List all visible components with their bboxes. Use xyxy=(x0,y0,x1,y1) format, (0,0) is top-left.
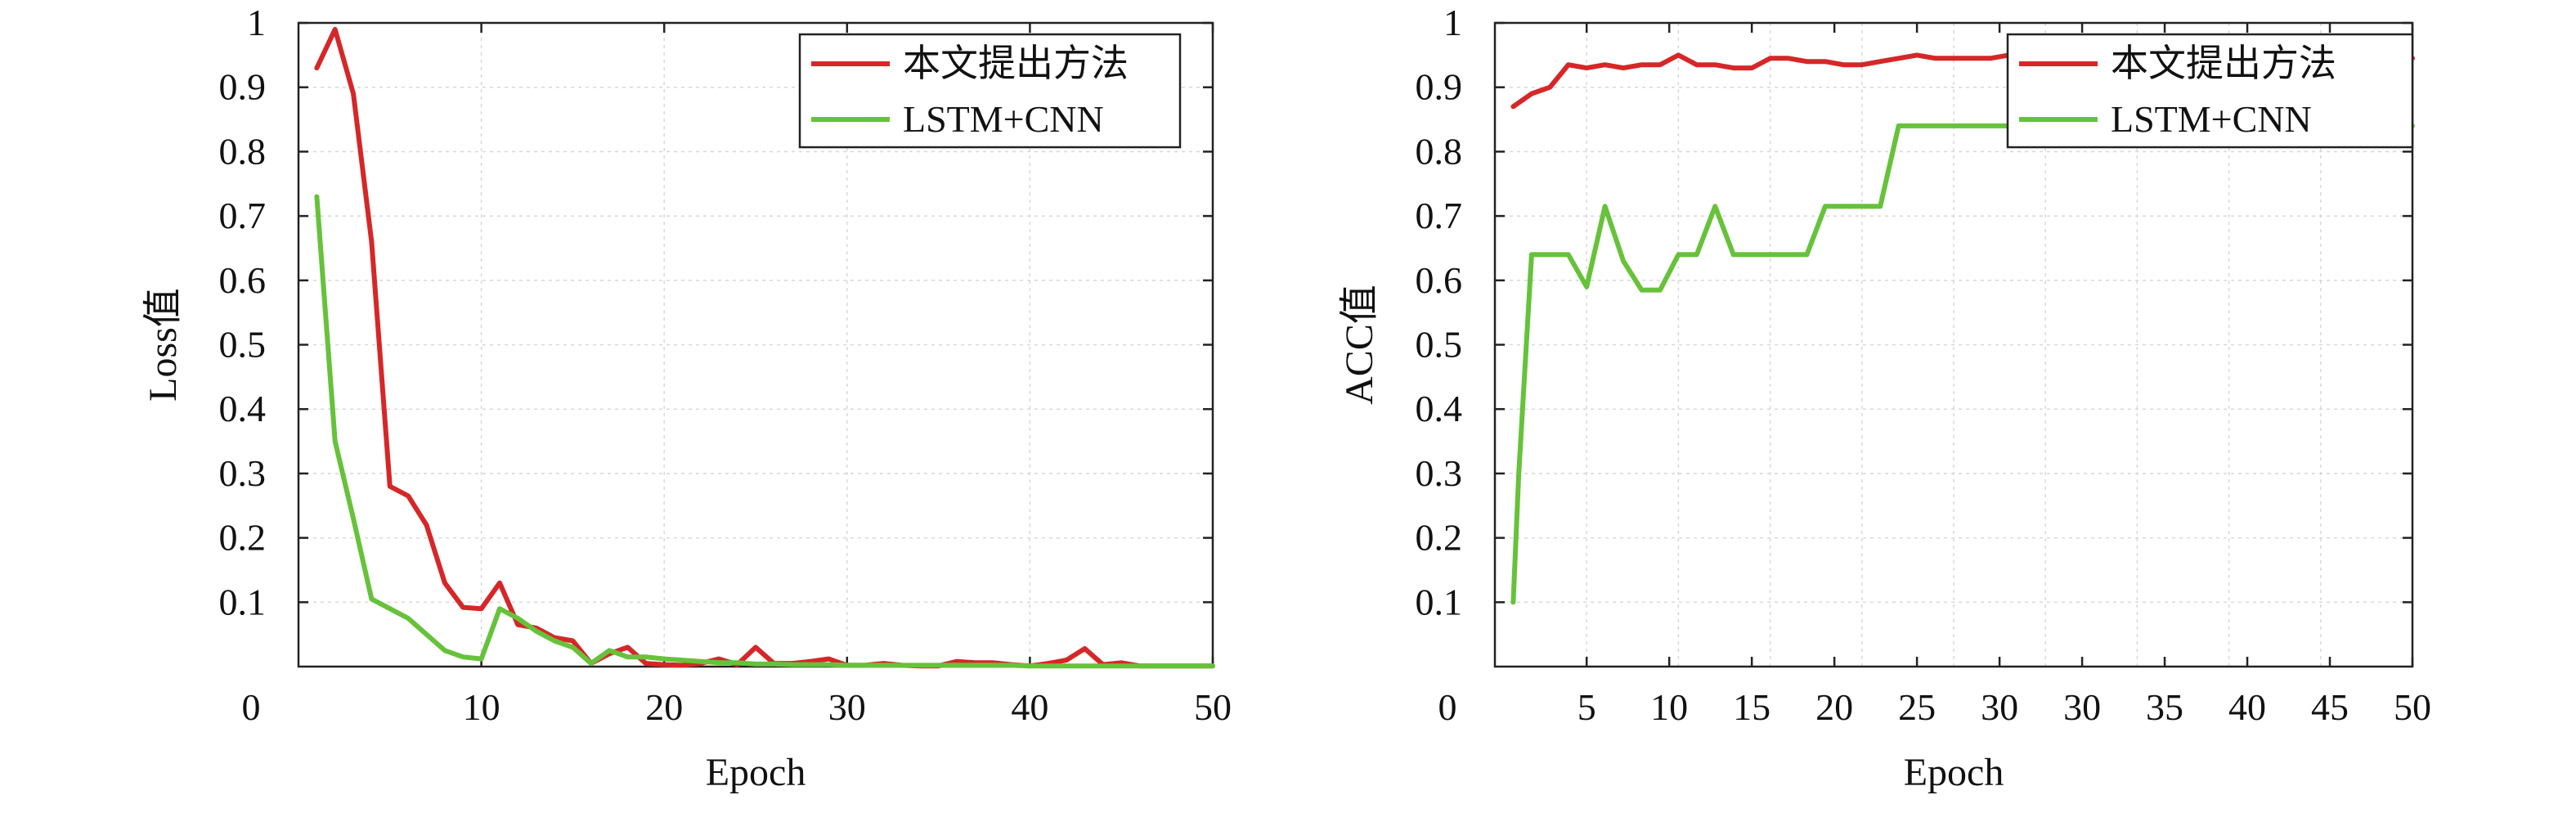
accuracy-chart: 0.10.20.30.40.50.60.70.80.910 5 10 15 20 25 30… xyxy=(1338,2,2431,794)
loss-y-axis-title: Loss值 xyxy=(141,288,185,402)
x-tick-label: 35 xyxy=(2146,686,2183,728)
y-tick-label: 0.5 xyxy=(219,324,267,366)
acc-series-line-lstm-cnn xyxy=(1510,123,2415,605)
y-tick-label: 0.3 xyxy=(1416,452,1463,494)
y-tick-label: 0.8 xyxy=(219,130,267,172)
y-tick-label: 0.4 xyxy=(219,388,267,429)
y-tick-label: 0.9 xyxy=(1416,66,1463,108)
loss-x-axis-title: Epoch xyxy=(706,751,806,794)
y-tick-label: 0.1 xyxy=(219,581,267,622)
y-tick-label: 0.6 xyxy=(219,259,267,301)
y-tick-label: 1 xyxy=(1443,2,1462,43)
x-tick-label: 45 xyxy=(2311,686,2349,728)
x-tick-label: 20 xyxy=(1815,686,1853,728)
legend-label: 本文提出方法 xyxy=(903,43,1129,84)
y-tick-label: 0.2 xyxy=(219,517,267,559)
y-tick-label: 0.6 xyxy=(1416,259,1463,301)
x-tick-label: 5 xyxy=(1577,686,1596,728)
x-tick-label: 30 xyxy=(828,686,866,728)
origin-label: 0 xyxy=(1438,686,1457,728)
x-tick-label: 30 xyxy=(1981,686,2018,728)
legend-label: 本文提出方法 xyxy=(2111,43,2336,84)
acc-x-axis-title: Epoch xyxy=(1904,751,2004,794)
origin-label: 0 xyxy=(242,686,261,728)
y-tick-label: 0.4 xyxy=(1416,388,1463,429)
x-tick-label: 40 xyxy=(1011,686,1048,728)
y-tick-label: 1 xyxy=(247,2,266,43)
x-tick-label: 20 xyxy=(645,686,683,728)
y-tick-label: 0.9 xyxy=(219,66,267,108)
y-tick-label: 0.3 xyxy=(219,452,267,494)
acc-y-axis-title: ACC值 xyxy=(1338,285,1381,405)
loss-series-line-lstm-cnn xyxy=(314,194,1215,669)
y-tick-label: 0.2 xyxy=(1416,517,1463,559)
y-tick-label: 0.8 xyxy=(1416,130,1463,172)
loss-series-lines xyxy=(314,26,1215,669)
x-tick-label: 40 xyxy=(2228,686,2266,728)
x-tick-label: 50 xyxy=(1194,686,1232,728)
loss-legend: 本文提出方法 LSTM+CNN xyxy=(798,33,1182,149)
x-tick-label: 15 xyxy=(1733,686,1770,728)
y-tick-label: 0.7 xyxy=(219,195,267,236)
legend-box xyxy=(2006,33,2414,149)
x-tick-label: 25 xyxy=(1898,686,1936,728)
y-tick-label: 0.7 xyxy=(1416,195,1463,236)
y-tick-label: 0.5 xyxy=(1416,324,1463,366)
x-tick-label: 10 xyxy=(463,686,500,728)
legend-label: LSTM+CNN xyxy=(2111,98,2312,140)
legend-label: LSTM+CNN xyxy=(903,98,1104,140)
loss-series-line-proposed xyxy=(314,26,1215,669)
y-tick-label: 0.1 xyxy=(1416,581,1463,622)
loss-chart: 0.10.20.30.40.50.60.70.80.910 10 20 30 40 50E… xyxy=(141,2,1232,794)
x-tick-label: 30 xyxy=(2063,686,2101,728)
x-tick-label: 10 xyxy=(1650,686,1688,728)
x-tick-label: 50 xyxy=(2394,686,2431,728)
acc-legend: 本文提出方法 LSTM+CNN xyxy=(2006,33,2414,149)
legend-box xyxy=(798,33,1182,149)
